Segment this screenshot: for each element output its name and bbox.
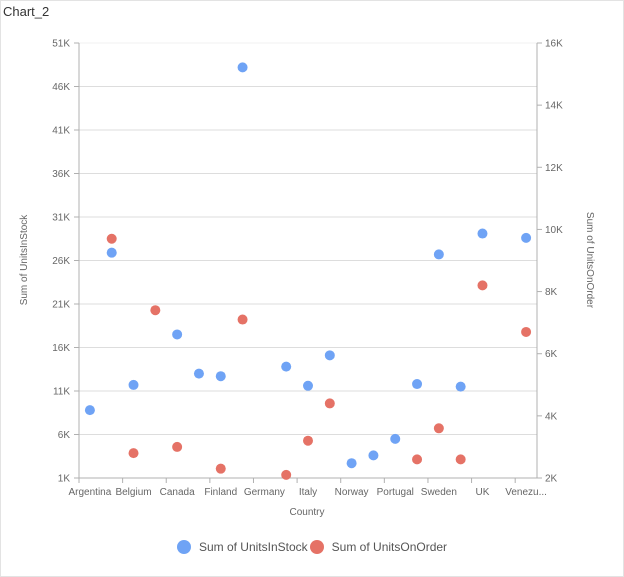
- left-tick-label: 26K: [52, 256, 70, 267]
- point-units-on-order: [303, 435, 313, 446]
- point-units-on-order: [412, 454, 423, 465]
- point-units-in-stock: [172, 329, 183, 340]
- x-tick-label: Italy: [299, 487, 317, 498]
- point-units-in-stock: [281, 361, 292, 372]
- data-points: [84, 62, 532, 480]
- right-axis-ticks: 2K 4K 6K 8K 10K 12K 14K 16K: [537, 39, 563, 485]
- x-tick-label: Venezu...: [505, 487, 547, 498]
- point-units-in-stock: [346, 458, 357, 469]
- right-tick-label: 16K: [545, 39, 563, 50]
- legend: Sum of UnitsInStock Sum of UnitsOnOrder: [0, 537, 624, 557]
- point-units-on-order: [324, 398, 335, 409]
- left-tick-label: 36K: [52, 169, 70, 180]
- left-tick-label: 31K: [52, 213, 70, 224]
- x-tick-label: Sweden: [421, 487, 457, 498]
- left-tick-label: 16K: [52, 343, 70, 354]
- point-units-in-stock: [390, 433, 401, 444]
- right-tick-label: 4K: [545, 411, 558, 422]
- left-tick-label: 21K: [52, 300, 70, 311]
- point-units-on-order: [433, 423, 444, 434]
- x-tick-label: Germany: [244, 487, 285, 498]
- x-tick-label: Argentina: [68, 487, 111, 498]
- x-tick-label: UK: [476, 487, 490, 498]
- chart-title: Chart_2: [3, 4, 50, 19]
- point-units-in-stock: [84, 405, 95, 416]
- point-units-in-stock: [521, 232, 532, 243]
- point-units-on-order: [172, 441, 183, 452]
- point-units-in-stock: [368, 450, 379, 461]
- point-units-in-stock: [455, 381, 466, 392]
- point-units-on-order: [281, 469, 292, 480]
- x-tick-label: Canada: [160, 487, 195, 498]
- point-units-in-stock: [128, 379, 139, 390]
- left-axis-title: Sum of UnitsInStock: [19, 214, 30, 306]
- left-tick-label: 41K: [52, 126, 70, 137]
- point-units-in-stock: [193, 368, 204, 379]
- point-units-in-stock: [215, 371, 226, 382]
- point-units-on-order: [106, 233, 117, 244]
- right-tick-label: 14K: [545, 101, 563, 112]
- point-units-on-order: [128, 448, 139, 459]
- point-units-on-order: [215, 463, 226, 474]
- x-axis-ticks: Argentina Belgium Canada Finland Germany Ital…: [68, 478, 547, 498]
- point-units-in-stock: [106, 247, 117, 258]
- x-tick-label: Portugal: [377, 487, 414, 498]
- legend-label: Sum of UnitsInStock: [198, 540, 308, 554]
- right-tick-label: 2K: [545, 474, 558, 485]
- gridlines: [79, 42, 537, 435]
- left-tick-label: 51K: [52, 39, 70, 50]
- left-tick-label: 6K: [58, 430, 71, 441]
- point-units-in-stock: [477, 228, 488, 239]
- right-tick-label: 6K: [545, 349, 558, 360]
- point-units-in-stock: [237, 62, 248, 73]
- point-units-on-order: [150, 305, 161, 316]
- left-tick-label: 11K: [53, 387, 70, 398]
- right-axis-title: Sum of UnitsOnOrder: [584, 212, 595, 309]
- point-units-in-stock: [433, 249, 444, 260]
- x-axis-title: Country: [289, 507, 324, 518]
- point-units-on-order: [455, 454, 466, 465]
- x-tick-label: Belgium: [115, 487, 151, 498]
- x-tick-label: Norway: [335, 487, 369, 498]
- left-axis-ticks: 1K 6K 11K 16K 21K 26K 31K 36K 41K 46K 51K: [52, 39, 79, 485]
- legend-marker-blue: [176, 540, 191, 554]
- point-units-on-order: [521, 326, 532, 337]
- legend-item-units-in-stock[interactable]: Sum of UnitsInStock: [176, 540, 308, 554]
- x-tick-label: Finland: [204, 487, 237, 498]
- point-units-on-order: [237, 314, 248, 325]
- legend-marker-red: [309, 540, 324, 554]
- point-units-in-stock: [324, 350, 335, 361]
- point-units-in-stock: [303, 380, 313, 391]
- point-units-on-order: [477, 280, 488, 291]
- left-tick-label: 46K: [52, 82, 70, 93]
- right-tick-label: 12K: [545, 163, 563, 174]
- left-tick-label: 1K: [58, 474, 71, 485]
- legend-label: Sum of UnitsOnOrder: [331, 540, 448, 554]
- point-units-in-stock: [412, 379, 423, 390]
- right-tick-label: 10K: [545, 225, 563, 236]
- legend-item-units-on-order[interactable]: Sum of UnitsOnOrder: [309, 540, 448, 554]
- right-tick-label: 8K: [545, 287, 558, 298]
